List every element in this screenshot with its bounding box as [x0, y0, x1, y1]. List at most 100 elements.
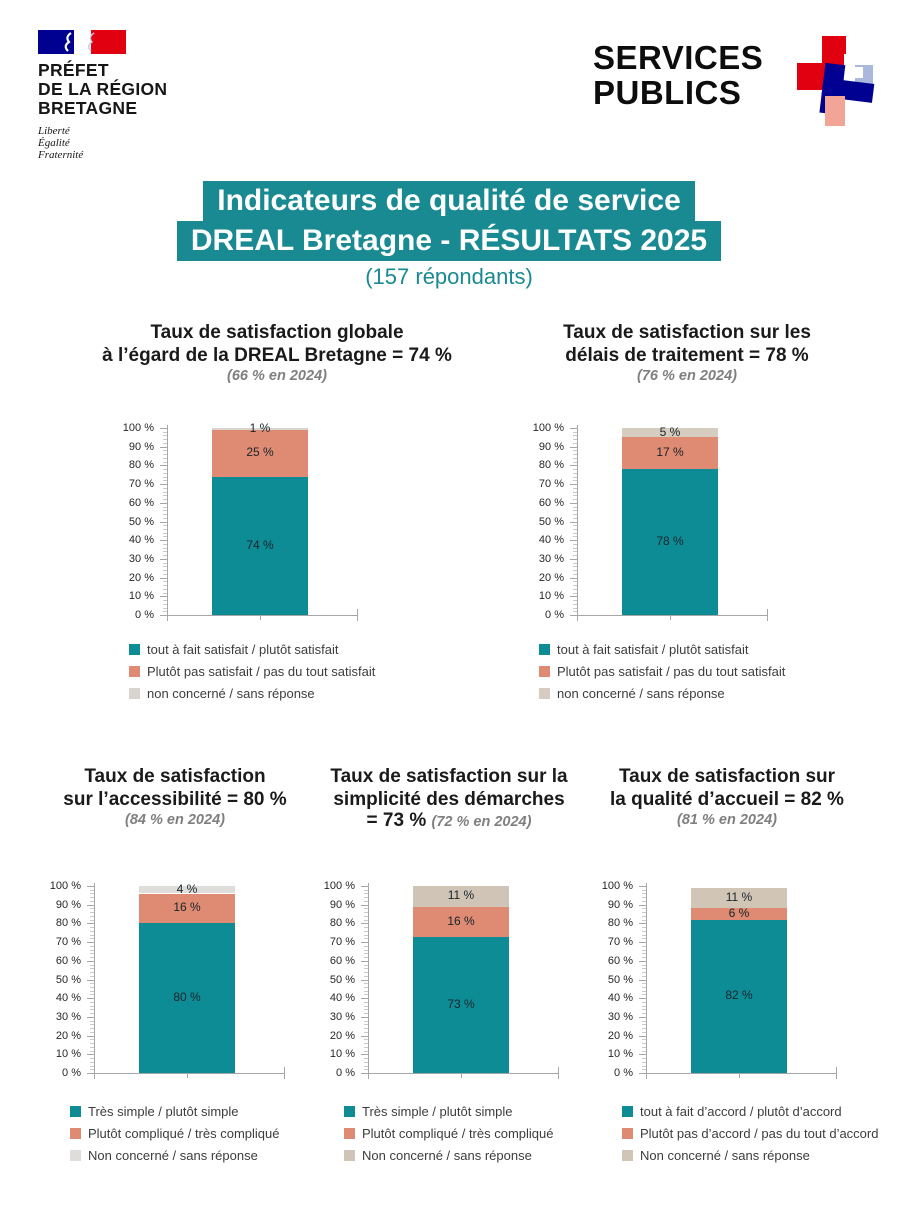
y-tick — [639, 923, 646, 925]
y-tick — [573, 476, 577, 478]
bar-segment — [139, 886, 235, 894]
y-axis-label: 60 % — [538, 496, 564, 509]
x-axis-line — [646, 1073, 836, 1074]
y-tick — [163, 607, 167, 609]
y-tick — [573, 472, 577, 474]
bar-segment — [413, 886, 509, 907]
y-axis-label: 40 % — [128, 534, 154, 547]
y-tick — [642, 990, 646, 992]
legend-swatch — [539, 687, 550, 699]
legend-item: Plutôt pas satisfait / pas du tout satis… — [129, 660, 375, 682]
y-tick — [642, 889, 646, 891]
chart-simplicite-demarches: Taux de satisfaction sur la simplicité de… — [304, 762, 594, 1163]
y-tick — [163, 454, 167, 456]
y-tick — [573, 454, 577, 456]
y-tick — [364, 1050, 368, 1052]
legend-swatch — [344, 1105, 355, 1117]
y-axis-label: 50 % — [55, 973, 81, 986]
y-tick — [361, 904, 368, 906]
french-flag-icon — [38, 30, 126, 54]
legend-label: tout à fait d’accord / plutôt d’accord — [640, 1103, 842, 1119]
legend-swatch — [539, 665, 550, 677]
chart-title: Taux de satisfaction globale à l’égard de… — [77, 318, 477, 367]
y-tick — [573, 588, 577, 590]
y-tick — [642, 930, 646, 932]
y-axis-label: 100 % — [122, 422, 154, 434]
motto: Liberté Égalité Fraternité — [38, 125, 167, 161]
legend-label: Plutôt pas d’accord / pas du tout d’acco… — [640, 1125, 879, 1141]
y-tick — [642, 938, 646, 940]
y-tick — [642, 983, 646, 985]
y-tick — [642, 1001, 646, 1003]
y-axis-label: 50 % — [607, 973, 633, 986]
bar-segment-label: 1 % — [249, 420, 271, 435]
chart-legend: Très simple / plutôt simple Plutôt compli… — [70, 1100, 279, 1166]
y-tick — [573, 495, 577, 497]
y-tick — [573, 517, 577, 519]
stacked-bar — [139, 886, 235, 1073]
y-axis-label: 0 % — [336, 1067, 355, 1079]
y-tick — [642, 893, 646, 895]
y-tick — [364, 1046, 368, 1048]
legend-label: tout à fait satisfait / plutôt satisfait — [557, 641, 749, 657]
y-tick — [364, 983, 368, 985]
y-tick — [90, 889, 94, 891]
chart-subtitle: (84 % en 2024) — [30, 811, 320, 830]
y-tick — [570, 615, 577, 616]
y-tick — [570, 428, 577, 429]
motto-line: Fraternité — [38, 149, 84, 161]
y-axis-label: 50 % — [329, 973, 355, 986]
y-tick — [90, 975, 94, 977]
chart-legend: tout à fait satisfait / plutôt satisfait… — [129, 638, 375, 704]
y-tick — [642, 1013, 646, 1015]
bar-segment — [622, 437, 718, 470]
y-tick — [642, 912, 646, 914]
y-tick — [90, 957, 94, 959]
y-tick — [163, 581, 167, 583]
y-tick — [642, 1039, 646, 1041]
stacked-bar — [212, 428, 308, 615]
y-tick — [573, 570, 577, 572]
services-publics-logo: SERVICES PUBLICS — [593, 36, 883, 140]
y-tick — [87, 1035, 94, 1037]
y-tick — [570, 577, 577, 579]
chart-value-inline: = 73 % — [366, 810, 432, 831]
services-publics-cross-icon — [797, 36, 875, 126]
y-axis-label: 80 % — [607, 917, 633, 930]
x-axis-line — [167, 615, 357, 616]
y-tick — [90, 994, 94, 996]
legend-swatch — [129, 643, 140, 655]
y-tick — [573, 506, 577, 508]
y-tick — [361, 1054, 368, 1056]
y-axis-label: 90 % — [607, 898, 633, 911]
y-tick — [163, 547, 167, 549]
y-tick — [573, 457, 577, 459]
chart-title-line: Taux de satisfaction sur les — [563, 322, 811, 343]
y-tick — [570, 446, 577, 448]
y-tick — [90, 927, 94, 929]
y-tick — [573, 600, 577, 602]
y-tick — [163, 528, 167, 530]
y-axis-label: 40 % — [329, 992, 355, 1005]
y-tick — [87, 923, 94, 925]
y-tick — [163, 439, 167, 441]
y-tick — [90, 1001, 94, 1003]
bar-segment-label: 25 % — [246, 445, 274, 460]
y-axis-label: 60 % — [55, 954, 81, 967]
y-tick — [642, 919, 646, 921]
y-tick — [364, 934, 368, 936]
y-tick — [570, 502, 577, 504]
bar-segment-label: 80 % — [173, 990, 201, 1005]
legend-swatch — [70, 1149, 81, 1161]
y-tick — [364, 908, 368, 910]
y-tick — [90, 919, 94, 921]
y-tick — [163, 525, 167, 527]
y-tick — [573, 562, 577, 564]
y-tick — [361, 886, 368, 887]
chart-title: Taux de satisfaction sur la simplicité de… — [304, 762, 594, 811]
legend-item: tout à fait satisfait / plutôt satisfait — [129, 638, 375, 660]
y-tick — [163, 592, 167, 594]
y-tick — [163, 603, 167, 605]
chart-subtitle: (76 % en 2024) — [487, 367, 887, 386]
y-tick — [573, 555, 577, 557]
